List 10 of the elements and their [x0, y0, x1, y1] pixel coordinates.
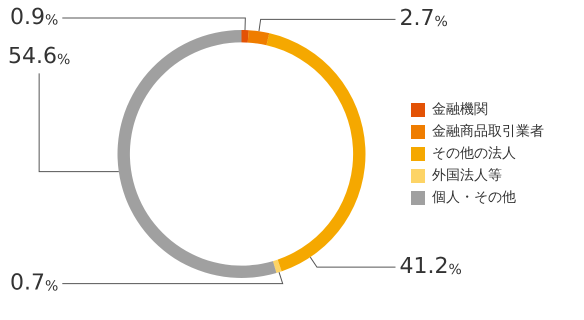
data-label: 0.7%: [10, 270, 58, 296]
data-label: 2.7%: [400, 6, 448, 32]
legend-label: 金融商品取引業者: [432, 124, 544, 140]
legend-label: その他の法人: [432, 146, 516, 162]
legend-label: 個人・その他: [432, 190, 516, 206]
legend-label: 金融機関: [432, 102, 488, 118]
data-label: 54.6%: [8, 44, 70, 70]
data-label: 0.9%: [10, 4, 58, 30]
data-label: 41.2%: [400, 254, 462, 279]
legend-label: 外国法人等: [432, 168, 502, 184]
